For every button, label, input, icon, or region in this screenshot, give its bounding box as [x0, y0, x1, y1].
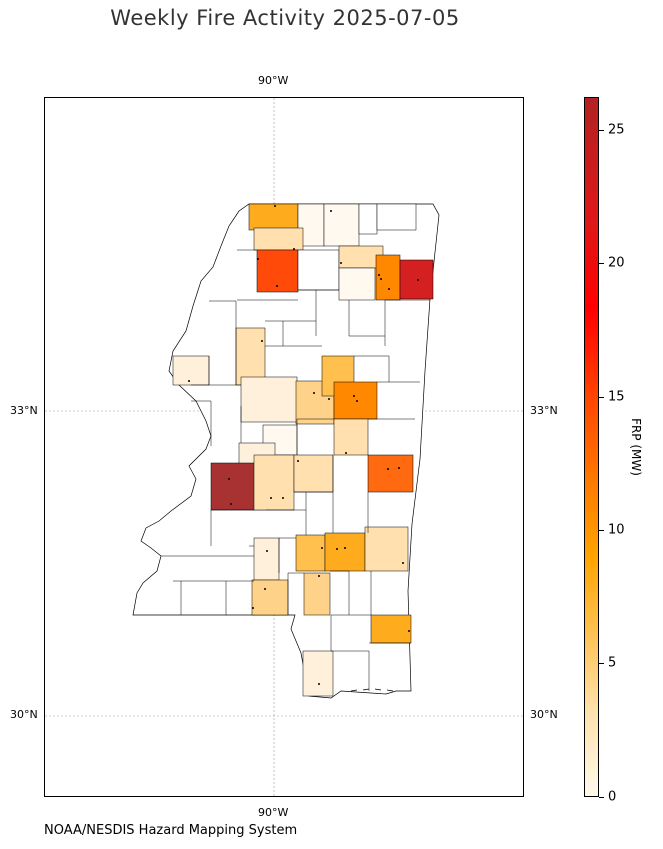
- fire-point: [345, 452, 347, 454]
- county-area: [364, 526, 409, 572]
- fire-point: [408, 630, 410, 632]
- county-area: [333, 418, 369, 456]
- county-area: [303, 572, 331, 616]
- county-area: [370, 614, 412, 644]
- left-lat-label-33: 33°N: [10, 404, 38, 417]
- fire-point: [328, 398, 330, 400]
- fire-point: [282, 497, 284, 499]
- county-area: [323, 203, 360, 247]
- county-area: [172, 355, 210, 386]
- fire-point: [270, 497, 272, 499]
- fire-point: [293, 248, 295, 250]
- colorbar-tick: [599, 797, 604, 798]
- colorbar-tick: [599, 263, 604, 264]
- fire-point: [228, 478, 230, 480]
- barrier-islands: [350, 688, 394, 692]
- county-area: [240, 376, 298, 423]
- fire-point: [257, 258, 259, 260]
- fire-point: [340, 262, 342, 264]
- fire-point: [274, 205, 276, 207]
- fire-point: [380, 278, 382, 280]
- county-area: [375, 254, 401, 301]
- data-source-caption: NOAA/NESDIS Hazard Mapping System: [44, 823, 298, 838]
- fire-point: [353, 395, 355, 397]
- colorbar-tick: [599, 130, 604, 131]
- fire-point: [330, 210, 332, 212]
- colorbar-tick-label: 10: [608, 522, 625, 538]
- colorbar-tick: [599, 397, 604, 398]
- fire-point: [297, 460, 299, 462]
- fire-point: [321, 547, 323, 549]
- top-lon-label: 90°W: [258, 74, 289, 87]
- county-area: [338, 267, 376, 301]
- county-layer: [172, 203, 434, 697]
- county-area: [302, 650, 334, 697]
- fire-point: [188, 380, 190, 382]
- fire-point: [252, 607, 254, 609]
- map-frame: [44, 97, 524, 797]
- fire-point: [344, 547, 346, 549]
- colorbar-tick-label: 25: [608, 122, 625, 138]
- map-title: Weekly Fire Activity 2025-07-05: [110, 6, 460, 30]
- fire-points: [188, 205, 419, 685]
- fire-point: [402, 562, 404, 564]
- colorbar-tick-label: 20: [608, 255, 625, 271]
- fire-point: [398, 467, 400, 469]
- county-area: [253, 227, 304, 251]
- fire-point: [264, 588, 266, 590]
- colorbar-tick-label: 0: [608, 789, 617, 805]
- fire-point: [266, 550, 268, 552]
- county-area: [358, 203, 378, 235]
- fire-point: [276, 285, 278, 287]
- county-area: [367, 454, 414, 493]
- colorbar-tick: [599, 530, 604, 531]
- colorbar-label: FRP (MW): [629, 418, 643, 476]
- fire-point: [318, 575, 320, 577]
- right-lat-label-30: 30°N: [530, 708, 558, 721]
- county-area: [399, 259, 434, 300]
- county-area: [376, 203, 417, 231]
- colorbar-tick-label: 15: [608, 389, 625, 405]
- left-lat-label-30: 30°N: [10, 708, 38, 721]
- fire-point: [417, 279, 419, 281]
- county-area: [297, 203, 325, 247]
- county-area: [293, 454, 334, 493]
- colorbar: [584, 97, 599, 797]
- right-lat-label-33: 33°N: [530, 404, 558, 417]
- county-area: [256, 249, 299, 293]
- county-area: [251, 579, 289, 616]
- fire-point: [378, 274, 380, 276]
- fire-point: [318, 683, 320, 685]
- county-area: [297, 249, 340, 291]
- county-area: [253, 454, 295, 511]
- county-area: [295, 534, 326, 572]
- bottom-lon-label: 90°W: [258, 806, 289, 819]
- fire-point: [261, 340, 263, 342]
- fire-point: [356, 400, 358, 402]
- county-area: [324, 532, 366, 572]
- state-map: [45, 98, 523, 796]
- county-area: [235, 327, 266, 386]
- fire-point: [388, 288, 390, 290]
- fire-point: [230, 503, 232, 505]
- colorbar-tick: [599, 663, 604, 664]
- fire-point: [336, 548, 338, 550]
- county-boundaries: [161, 249, 430, 691]
- county-area: [248, 203, 299, 231]
- fire-point: [313, 392, 315, 394]
- county-area: [333, 381, 378, 420]
- county-area: [253, 537, 280, 581]
- colorbar-tick-label: 5: [608, 655, 617, 671]
- fire-point: [387, 468, 389, 470]
